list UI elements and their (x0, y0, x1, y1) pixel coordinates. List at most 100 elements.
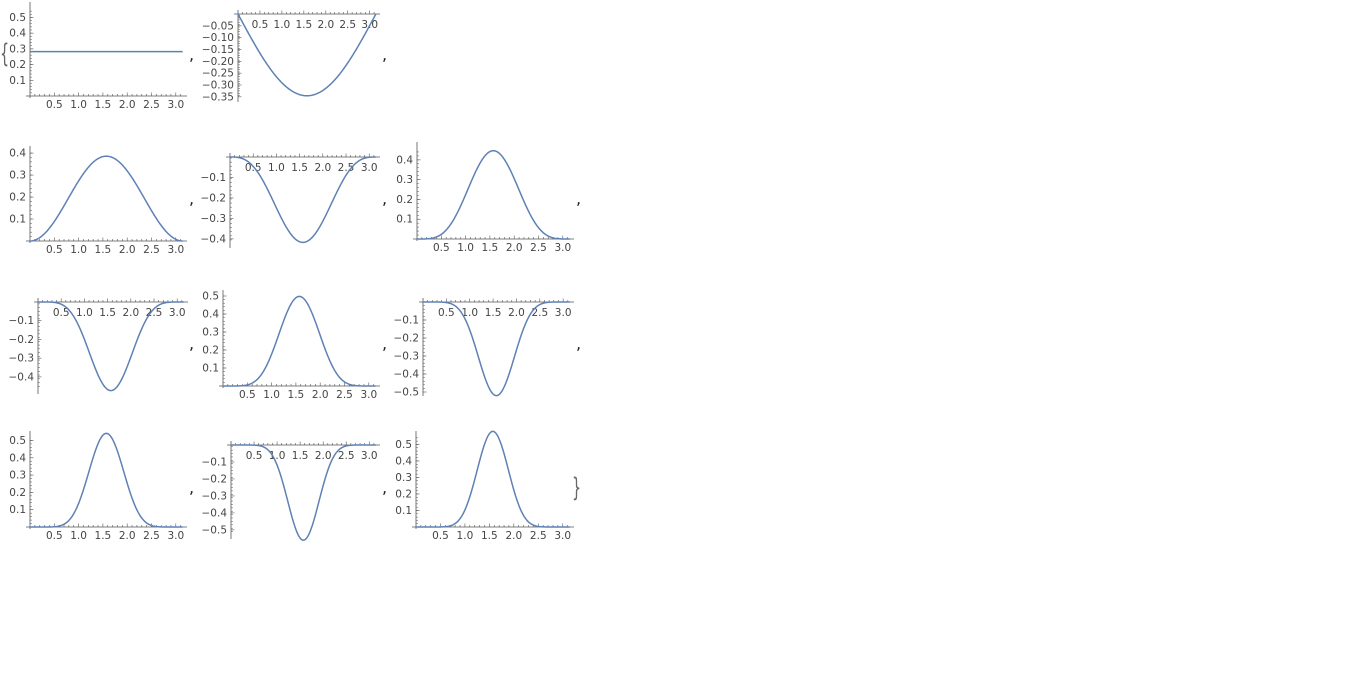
close-brace: } (572, 472, 581, 502)
y-tick-label: −0.5 (202, 524, 228, 536)
x-tick-label: 0.5 (53, 307, 70, 319)
series-line (423, 301, 570, 397)
delimiters-layer: { } , , , , , , , , , , (0, 38, 581, 502)
y-tick-label: 0.4 (202, 309, 219, 321)
x-tick-label: 1.5 (291, 162, 308, 174)
y-tick-label: −0.05 (202, 20, 234, 32)
x-tick-label: 1.0 (269, 450, 286, 462)
x-tick-label: 1.0 (70, 530, 87, 542)
y-tick-label: −0.2 (9, 334, 35, 346)
y-tick-label: −0.10 (202, 32, 234, 44)
y-tick-label: −0.1 (201, 172, 227, 184)
plot-9: 0.5 1.0 1.5 2.0 2.5 3.0 −0.1 −0.2 −0.3 −0.4 −0.5 (202, 441, 380, 541)
comma-separator: , (576, 334, 581, 353)
x-tick-label: 0.5 (46, 244, 63, 256)
x-tick-label: 0.5 (46, 530, 63, 542)
y-tick-label: 0.5 (202, 291, 219, 303)
series-line (223, 295, 376, 387)
y-tick-label: −0.4 (202, 507, 228, 519)
y-tick-label: 0.2 (9, 192, 26, 204)
y-tick-label: −0.25 (202, 68, 234, 80)
y-tick-label: −0.3 (394, 351, 420, 363)
y-tick-label: −0.30 (202, 79, 234, 91)
x-tick-label: 2.5 (338, 162, 355, 174)
x-tick-label: 0.5 (432, 530, 449, 542)
y-tick-label: 0.1 (9, 214, 26, 226)
x-tick-label: 2.0 (314, 162, 331, 174)
y-tick-label: 0.1 (9, 504, 26, 516)
series-line (29, 155, 183, 242)
x-tick-label: 2.5 (531, 307, 548, 319)
open-brace: { (0, 38, 9, 68)
x-tick-label: 2.0 (119, 244, 136, 256)
y-tick-label: −0.35 (202, 91, 234, 103)
x-tick-label: 2.5 (336, 389, 353, 401)
plot-6: 0.5 1.0 1.5 2.0 2.5 3.0 0.1 0.2 0.3 0.4 0.5 (202, 290, 380, 401)
series-line (30, 432, 183, 528)
series-line (231, 444, 376, 541)
x-tick-label: 2.0 (315, 450, 332, 462)
plot-1: 0.5 1.0 1.5 2.0 2.5 3.0−0.05−0.10−0.15−0.20−0… (202, 10, 380, 103)
plot-2: 0.5 1.0 1.5 2.0 2.5 3.0 0.1 0.2 0.3 0.4 (9, 146, 187, 256)
x-tick-label: 1.0 (263, 389, 280, 401)
y-tick-label: 0.3 (396, 174, 413, 186)
x-tick-label: 3.0 (554, 530, 571, 542)
y-tick-label: 0.3 (9, 43, 26, 55)
x-tick-label: 2.5 (530, 242, 547, 254)
y-tick-label: −0.3 (9, 353, 35, 365)
series-line (416, 430, 570, 528)
y-tick-label: −0.15 (202, 44, 234, 56)
x-tick-label: 2.0 (317, 19, 334, 31)
y-tick-label: −0.3 (202, 490, 228, 502)
y-tick-label: 0.3 (9, 170, 26, 182)
y-tick-label: −0.2 (201, 192, 227, 204)
y-tick-label: −0.1 (202, 456, 228, 468)
comma-separator: , (189, 189, 194, 208)
x-tick-label: 1.0 (70, 244, 87, 256)
comma-separator: , (576, 189, 581, 208)
y-tick-label: −0.2 (394, 333, 420, 345)
x-tick-label: 2.5 (143, 99, 160, 111)
x-tick-label: 3.0 (169, 307, 186, 319)
y-tick-label: 0.2 (9, 59, 26, 71)
y-tick-label: 0.3 (395, 472, 412, 484)
x-tick-label: 0.5 (245, 162, 262, 174)
x-tick-label: 3.0 (167, 99, 184, 111)
series-line (38, 301, 184, 392)
x-tick-label: 1.5 (481, 530, 498, 542)
x-tick-label: 1.0 (457, 242, 474, 254)
x-tick-label: 2.5 (530, 530, 547, 542)
x-tick-label: 1.5 (292, 450, 309, 462)
y-tick-label: 0.3 (202, 327, 219, 339)
y-tick-label: −0.5 (394, 387, 420, 399)
comma-separator: , (382, 478, 387, 497)
y-tick-label: −0.1 (9, 315, 35, 327)
x-tick-label: 3.0 (167, 530, 184, 542)
y-tick-label: 0.1 (9, 75, 26, 87)
y-tick-label: −0.1 (394, 315, 420, 327)
x-tick-label: 1.0 (76, 307, 93, 319)
x-tick-label: 3.0 (554, 242, 571, 254)
x-tick-label: 0.5 (433, 242, 450, 254)
x-tick-label: 1.0 (461, 307, 478, 319)
comma-separator: , (189, 45, 194, 64)
x-tick-label: 2.5 (146, 307, 163, 319)
y-tick-label: 0.5 (395, 439, 412, 451)
y-tick-label: 0.5 (9, 12, 26, 24)
comma-separator: , (382, 189, 387, 208)
y-tick-label: 0.4 (395, 455, 412, 467)
x-tick-label: 0.5 (246, 450, 263, 462)
x-tick-label: 3.0 (361, 450, 378, 462)
y-tick-label: 0.4 (396, 154, 413, 166)
x-tick-label: 2.0 (312, 389, 329, 401)
x-tick-label: 1.5 (485, 307, 502, 319)
comma-separator: , (189, 334, 194, 353)
x-tick-label: 2.5 (338, 450, 355, 462)
plot-4: 0.5 1.0 1.5 2.0 2.5 3.0 0.1 0.2 0.3 0.4 (396, 142, 574, 254)
x-tick-label: 1.5 (482, 242, 499, 254)
x-tick-label: 3.0 (167, 244, 184, 256)
y-tick-label: −0.4 (201, 233, 227, 245)
series-line (230, 156, 376, 244)
x-tick-label: 2.0 (506, 242, 523, 254)
